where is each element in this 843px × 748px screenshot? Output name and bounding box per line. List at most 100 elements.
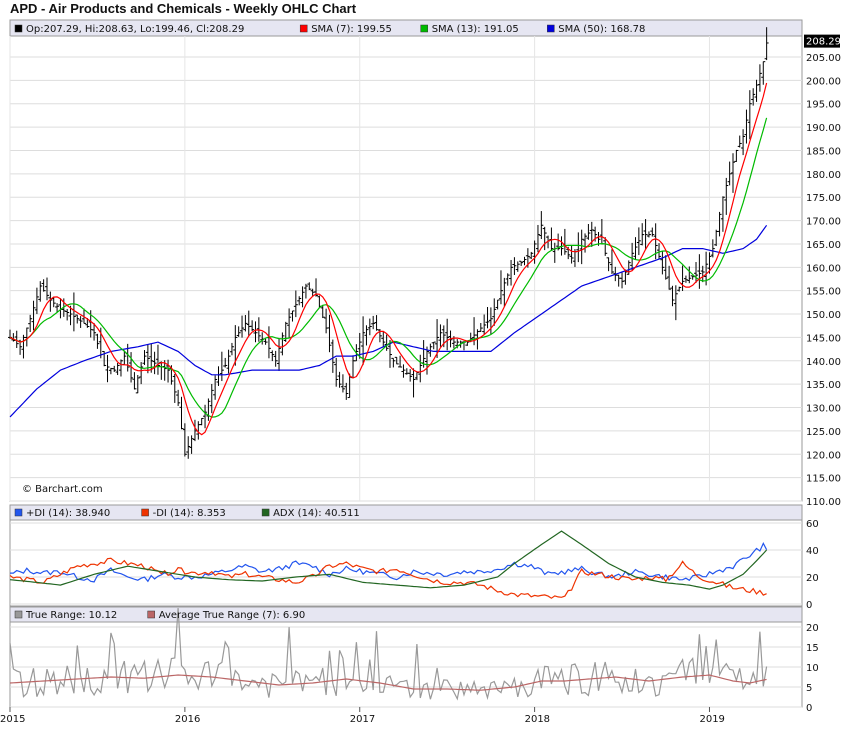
- price-legend-swatch: [420, 24, 428, 33]
- ohlc-bar: [327, 314, 332, 353]
- ohlc-bar: [609, 249, 614, 274]
- price-tick-label: 140.00: [806, 357, 841, 368]
- x-tick-label: 2017: [350, 714, 375, 725]
- price-tick-label: 160.00: [806, 263, 841, 274]
- ohlc-bar: [55, 303, 60, 313]
- ohlc-bar: [522, 256, 527, 266]
- ohlc-bar: [445, 318, 450, 351]
- ohlc-bar: [579, 229, 584, 265]
- ohlc-bar: [529, 251, 534, 260]
- price-tick-label: 195.00: [806, 100, 841, 111]
- ohlc-bar: [65, 308, 70, 321]
- ohlc-bar: [384, 334, 389, 351]
- true-range-line: [9, 608, 768, 701]
- ohlc-bar: [273, 350, 278, 367]
- ohlc-bar: [623, 269, 628, 285]
- ohlc-bar: [498, 270, 503, 305]
- ohlc-bar: [307, 282, 312, 291]
- ohlc-bar: [31, 300, 36, 331]
- ohlc-bar: [166, 359, 171, 383]
- ohlc-bar: [203, 404, 208, 429]
- plus-di-line: [10, 542, 768, 583]
- ohlc-bar: [630, 242, 635, 271]
- ohlc-bar: [667, 265, 672, 290]
- dmi-tick-label: 40: [806, 546, 819, 557]
- ohlc-bar: [710, 239, 715, 258]
- ohlc-bar: [539, 211, 544, 240]
- ohlc-bar: [253, 321, 258, 343]
- ohlc-bar: [213, 375, 218, 400]
- ohlc-bar: [152, 351, 157, 375]
- ohlc-bar: [68, 305, 73, 326]
- ohlc-bar: [34, 287, 39, 315]
- price-moving-averages: [9, 82, 768, 436]
- price-legend-swatch: [547, 24, 555, 33]
- ohlc-bar: [179, 396, 184, 430]
- ohlc-bar: [155, 344, 160, 375]
- price-tick-label: 125.00: [806, 427, 841, 438]
- ohlc-bar: [364, 325, 369, 346]
- ohlc-bar: [112, 365, 117, 372]
- atr-line: [9, 674, 767, 691]
- ohlc-bar: [519, 260, 524, 266]
- x-tick-label: 2019: [699, 714, 724, 725]
- dmi-lines: [9, 530, 768, 599]
- true-range-legend-swatch: [147, 610, 155, 619]
- sma-7-line: [9, 82, 768, 436]
- ohlc-bar: [488, 307, 493, 335]
- price-tick-label: 205.00: [806, 53, 841, 64]
- ohlc-bar: [727, 161, 732, 186]
- price-legend-swatch: [299, 24, 308, 33]
- dmi-tick-label: 60: [806, 519, 819, 530]
- price-tick-label: 175.00: [806, 193, 841, 204]
- x-tick-label: 2015: [0, 714, 25, 725]
- price-tick-label: 115.00: [806, 474, 841, 485]
- ohlc-bar: [751, 88, 756, 106]
- ohlc-bar: [243, 314, 248, 332]
- ohlc-bar: [381, 331, 386, 347]
- ohlc-bar: [139, 362, 144, 385]
- chart-title: APD - Air Products and Chemicals - Weekl…: [10, 1, 357, 16]
- ohlc-bar: [92, 322, 97, 341]
- price-legend-swatch: [14, 24, 23, 33]
- true-range-legend-bar: [9, 606, 803, 623]
- watermark: © Barchart.com: [22, 484, 103, 495]
- ohlc-bar: [482, 314, 487, 335]
- dmi-legend-bar: [9, 504, 803, 521]
- dmi-legend-swatch: [14, 508, 23, 517]
- ohlc-bar: [663, 255, 668, 280]
- ohlc-bar: [697, 254, 702, 289]
- ohlc-bar: [512, 257, 517, 275]
- dmi-panel: [9, 504, 803, 607]
- true-range-legend: True Range: 10.12 Average True Range (7):…: [14, 610, 305, 621]
- price-legend-label: Op:207.29, Hi:208.63, Lo:199.46, Cl:208.…: [26, 24, 244, 35]
- ohlc-bar: [11, 333, 16, 342]
- ohlc-bar: [509, 259, 514, 286]
- ohlc-bar: [344, 382, 349, 400]
- ohlc-bar: [236, 326, 241, 337]
- true-range-tick-label: 20: [806, 623, 819, 634]
- ohlc-bar: [424, 346, 429, 375]
- ohlc-bar: [744, 109, 749, 144]
- ohlc-bars: [8, 27, 769, 459]
- price-legend: Op:207.29, Hi:208.63, Lo:199.46, Cl:208.…: [14, 24, 645, 35]
- ohlc-bar: [44, 277, 49, 301]
- ohlc-bar: [233, 325, 238, 366]
- ohlc-bar: [229, 342, 234, 356]
- ohlc-bar: [371, 315, 376, 330]
- ohlc-bar: [226, 349, 231, 374]
- ohlc-bar: [219, 351, 224, 382]
- ohlc-bar: [606, 257, 611, 272]
- price-axis: 205.00 200.00 195.00 190.00 185.00 180.00 175.…: [804, 34, 841, 508]
- ohlc-bar: [277, 338, 282, 371]
- ohlc-bar: [132, 372, 137, 390]
- dmi-legend-swatch: [261, 508, 270, 517]
- ohlc-bar: [411, 368, 416, 398]
- ohlc-bar: [603, 237, 608, 256]
- ohlc-bar: [535, 224, 540, 253]
- true-range-tick-label: 15: [806, 643, 819, 654]
- ohlc-bar: [303, 283, 308, 299]
- adx-line: [9, 530, 768, 590]
- ohlc-bar: [320, 305, 325, 319]
